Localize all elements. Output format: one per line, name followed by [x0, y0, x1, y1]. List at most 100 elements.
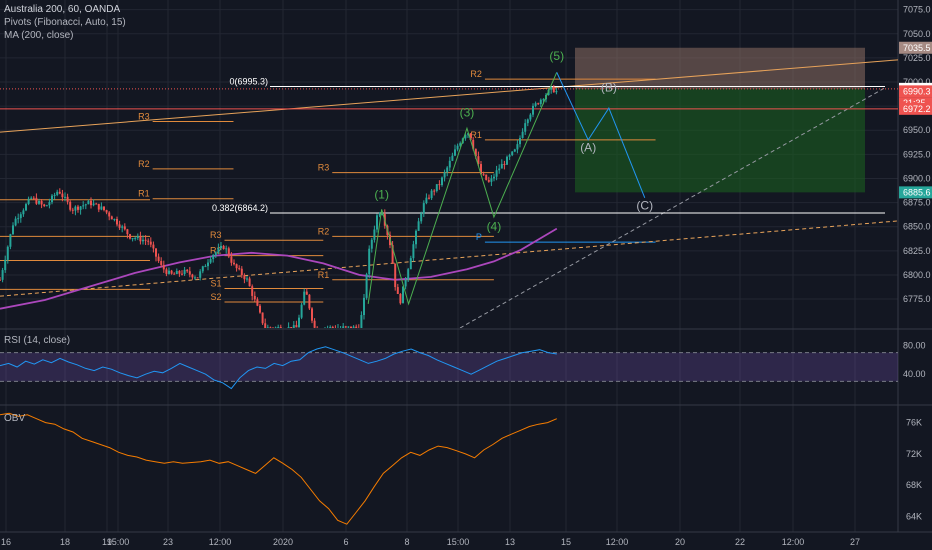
candle-body [212, 254, 215, 260]
candle-body [459, 143, 462, 146]
candle-body [259, 305, 261, 313]
candle-body [220, 245, 222, 249]
rsi-legend[interactable]: RSI (14, close) [4, 335, 71, 346]
rsi-axis-tick: 40.00 [903, 369, 926, 379]
candle-body [495, 170, 498, 177]
ma-indicator-label[interactable]: MA (200, close) [4, 30, 74, 41]
candle-body [277, 327, 280, 328]
candle-body [14, 218, 17, 226]
time-axis-tick: 6 [343, 537, 348, 547]
candle-body [435, 184, 438, 191]
time-axis-tick: 20 [675, 537, 685, 547]
candle-body [274, 327, 277, 328]
candle-body [368, 248, 371, 275]
candle-body [136, 236, 139, 239]
candle-body [199, 271, 202, 278]
candle-body [64, 196, 66, 198]
candle-body [391, 245, 394, 264]
candle-body [355, 326, 358, 328]
candle-body [542, 99, 545, 101]
candle-body [448, 160, 451, 168]
candle-body [308, 294, 311, 309]
candle-body [129, 234, 131, 239]
candle-body [152, 244, 155, 249]
candle-body [225, 248, 228, 250]
candle-body [313, 320, 316, 328]
candle-body [168, 270, 170, 274]
obv-legend[interactable]: OBV [4, 413, 26, 424]
wave-label: (A) [580, 140, 596, 154]
candle-body [482, 174, 485, 176]
candle-body [248, 278, 251, 287]
candle-body [350, 326, 352, 328]
time-axis-tick: 13 [505, 537, 515, 547]
candle-body [105, 210, 108, 213]
candle-body [142, 239, 144, 242]
time-axis-tick: 15 [561, 537, 571, 547]
rsi-axis-tick: 80.00 [903, 340, 926, 350]
time-axis-tick: 18 [60, 537, 70, 547]
candle-body [425, 197, 428, 204]
candle-body [116, 218, 118, 225]
candle-body [420, 213, 423, 222]
candle-body [19, 214, 22, 219]
candle-body [493, 176, 495, 179]
candle-body [503, 163, 506, 165]
candle-body [490, 178, 493, 182]
candle-body [316, 327, 319, 328]
candle-body [446, 167, 449, 173]
price-tag-label: 6990.3 [903, 86, 931, 96]
candle-body [61, 193, 64, 198]
pivots-indicator-label[interactable]: Pivots (Fibonacci, Auto, 15) [4, 17, 126, 28]
candle-body [66, 196, 69, 202]
candle-body [0, 279, 1, 281]
candle-body [100, 206, 103, 210]
candle-body [238, 268, 241, 270]
candle-body [511, 151, 514, 156]
candle-body [456, 145, 459, 150]
price-axis-tick: 6775.0 [903, 294, 931, 304]
candle-body [227, 248, 230, 257]
candle-body [58, 191, 61, 194]
candle-body [279, 327, 282, 328]
candle-body [441, 177, 443, 186]
candle-body [261, 312, 264, 324]
candle-body [409, 258, 412, 270]
price-axis-tick: 7075.0 [903, 5, 931, 15]
obv-axis-tick: 68K [906, 480, 922, 490]
candle-body [352, 326, 355, 328]
candle-body [404, 279, 407, 287]
time-axis-tick: 23 [163, 537, 173, 547]
candle-body [134, 238, 137, 240]
candle-body [266, 327, 269, 328]
candle-body [188, 271, 191, 275]
candle-body [45, 205, 48, 207]
price-panel: R3 R2 R1 R3 R2 S1 S2 R3 R2 R1 R2 R1 P 0(6995.3) 0.382(… [0, 47, 898, 328]
candle-body [454, 149, 456, 156]
candle-body [30, 197, 33, 199]
candle-body [1, 270, 4, 280]
pivot-level-label: R2 [138, 159, 150, 169]
candle-body [415, 230, 417, 245]
candle-body [186, 269, 189, 272]
candle-body [222, 245, 225, 250]
time-axis-tick: 12:00 [606, 537, 629, 547]
candle-body [121, 226, 124, 228]
price-axis-tick: 6925.0 [903, 149, 931, 159]
candle-body [298, 317, 300, 328]
symbol-label[interactable]: Australia 200, 60, OANDA [4, 4, 121, 15]
moving-average-line [0, 227, 558, 310]
channel-trendline [459, 87, 886, 328]
candle-body [347, 326, 350, 328]
wave-label: (5) [549, 49, 564, 63]
rsi-band [0, 352, 898, 382]
candle-body [126, 229, 129, 235]
wave-label: (3) [460, 106, 475, 120]
candle-body [256, 299, 259, 306]
candle-body [487, 179, 490, 182]
candle-body [38, 200, 40, 204]
candle-body [204, 266, 207, 268]
candle-body [264, 323, 267, 328]
candle-body [443, 172, 446, 178]
